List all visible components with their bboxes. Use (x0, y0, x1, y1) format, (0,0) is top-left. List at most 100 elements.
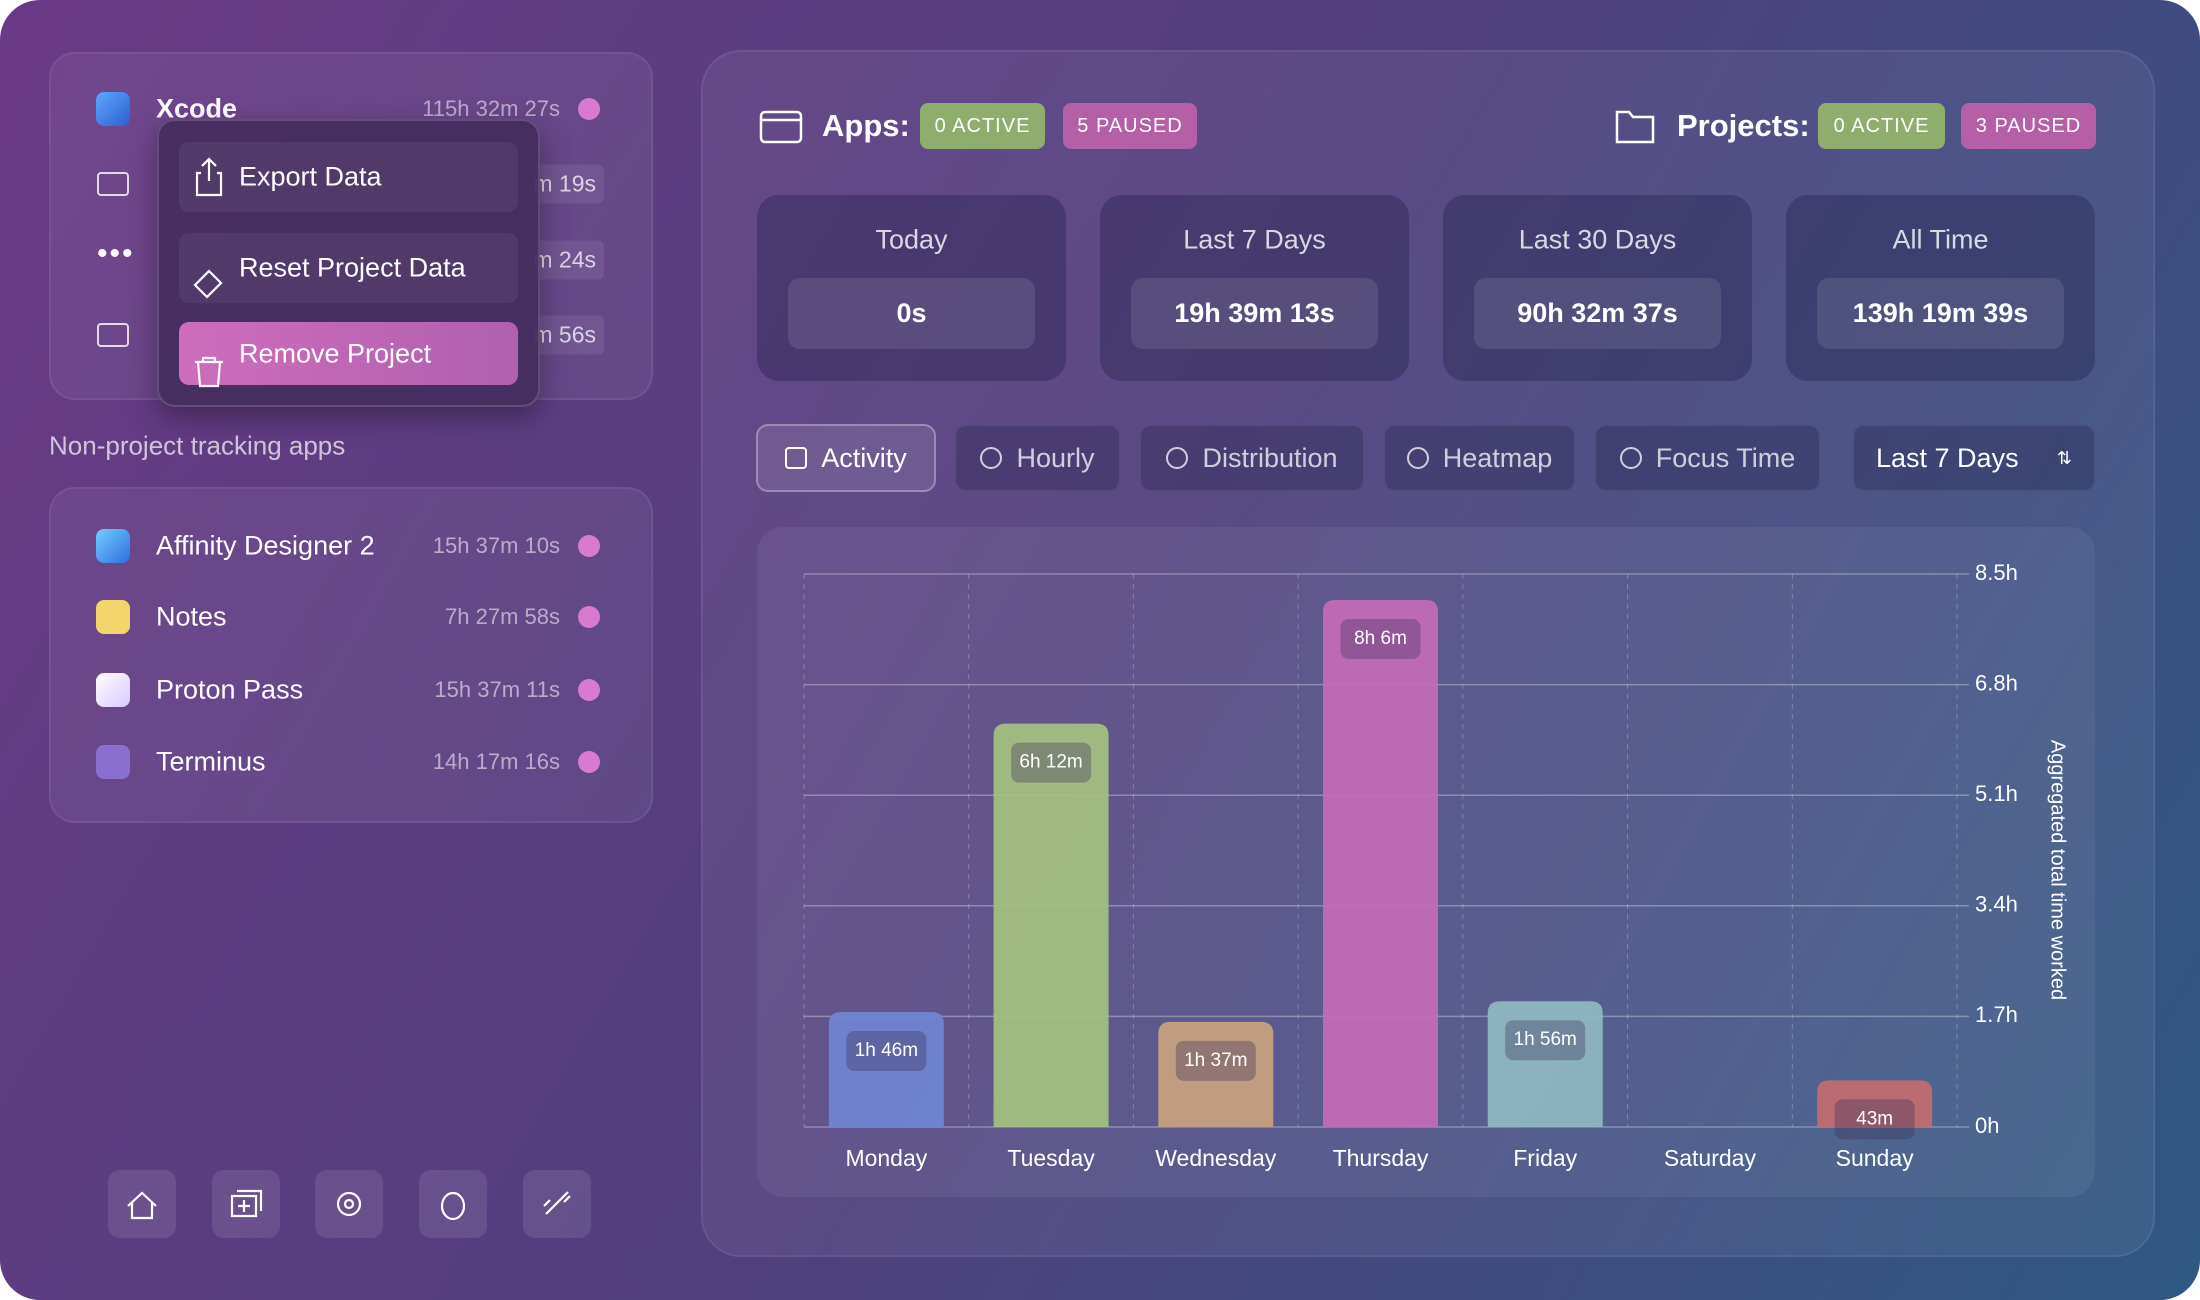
context-menu: Export Data Reset Project Data Remove Proj… (157, 119, 540, 407)
stat-label: All Time (1892, 224, 1989, 255)
projects-label: Projects: (1677, 108, 1810, 143)
folder-icon (97, 172, 129, 196)
value-label-bg (846, 1031, 927, 1072)
value-label: 1h 46m (855, 1040, 918, 1061)
value-label-bg (1011, 742, 1092, 783)
app-icon (96, 600, 130, 634)
stat-value: 90h 32m 37s (1474, 278, 1721, 349)
gear-icon (336, 1191, 362, 1217)
apps-heading: Non-project tracking apps (49, 430, 346, 461)
range-dropdown[interactable]: Last 7 Days ⇅ (1852, 424, 2096, 492)
eraser-icon (193, 269, 223, 299)
app-name[interactable]: Terminus (156, 746, 266, 777)
status-dot (578, 679, 600, 701)
menu-item-bg[interactable] (179, 142, 518, 212)
stat-value: 0s (788, 278, 1035, 349)
stat-label: Last 30 Days (1518, 224, 1677, 255)
status-dot (578, 751, 600, 773)
tab-label: Focus Time (1655, 442, 1796, 473)
stat-card: Last 30 Days 90h 32m 37s (1443, 195, 1752, 381)
tab-icon (1406, 447, 1429, 469)
home-button[interactable] (108, 1170, 176, 1238)
bar (1158, 1021, 1274, 1127)
y-tick-label: 1.7h (1975, 1002, 2018, 1027)
x-tick-label: Sunday (1836, 1145, 1915, 1171)
x-tick-label: Thursday (1333, 1145, 1429, 1171)
y-tick-label: 3.4h (1975, 892, 2018, 917)
range-text: Last 7 Days (1876, 442, 2019, 473)
app-name[interactable]: Affinity Designer 2 (156, 530, 375, 561)
stat-label: Today (875, 224, 948, 255)
app-time: 15h 37m 11s (434, 677, 560, 702)
tab-label: Distribution (1202, 442, 1338, 473)
apps-label: Apps: (822, 108, 910, 143)
value-label: 6h 12m (1019, 752, 1082, 773)
menu-item[interactable]: Export Data (239, 161, 382, 192)
app-icon (96, 529, 130, 563)
y-tick-label: 6.8h (1975, 670, 2018, 695)
x-tick-label: Saturday (1664, 1145, 1757, 1171)
stat-value: 139h 19m 39s (1817, 278, 2064, 349)
projects-icon (1615, 110, 1655, 144)
export-icon (195, 157, 223, 197)
tab[interactable]: Heatmap (1383, 424, 1576, 492)
tab[interactable]: Distribution (1139, 424, 1365, 492)
value-label: 1h 56m (1514, 1029, 1577, 1050)
owl-button[interactable] (419, 1170, 487, 1238)
tab[interactable]: Activity (756, 424, 936, 492)
bar (993, 723, 1109, 1127)
projects-active-badge: 0 ACTIVE (1818, 103, 1945, 149)
menu-item-bg[interactable] (179, 233, 518, 303)
y-axis-label: Aggregated total time worked (2047, 740, 2069, 1000)
bar (1323, 600, 1438, 1127)
value-label-bg (1175, 1040, 1256, 1081)
tab-label: Hourly (1016, 442, 1095, 473)
status-dot (578, 606, 600, 628)
y-tick-label: 0h (1975, 1113, 1999, 1138)
bar (1487, 1001, 1603, 1127)
header-icons (759, 110, 1655, 144)
stat-card: All Time 139h 19m 39s (1786, 195, 2095, 381)
app-icon (96, 673, 130, 707)
menu-item[interactable]: Remove Project (239, 338, 432, 369)
app-icon (96, 92, 130, 126)
tab[interactable]: Hourly (954, 424, 1121, 492)
status-dot (578, 535, 600, 557)
link-icon (543, 1191, 571, 1215)
home-icon (127, 1191, 157, 1220)
apps-icon (759, 110, 803, 144)
trash-icon (195, 356, 223, 388)
project-name: Xcode (156, 93, 238, 124)
y-tick-label: 5.1h (1975, 781, 2018, 806)
tab-icon (980, 447, 1003, 469)
add-icon (230, 1189, 263, 1218)
menu-item-bg[interactable] (179, 322, 518, 385)
x-tick-label: Friday (1513, 1145, 1577, 1171)
add-button[interactable] (212, 1170, 280, 1238)
tab-icon (1166, 447, 1189, 469)
menu-item[interactable]: Reset Project Data (239, 252, 466, 283)
button-icons (127, 1189, 571, 1221)
stat-card: Today 0s (757, 195, 1066, 381)
tab[interactable]: Focus Time (1594, 424, 1821, 492)
status-dot (578, 98, 600, 120)
value-label-bg (1505, 1020, 1586, 1061)
x-tick-label: Monday (845, 1145, 927, 1171)
app-name[interactable]: Proton Pass (156, 674, 304, 705)
apps-active-badge: 0 ACTIVE (920, 103, 1045, 149)
owl-icon (440, 1191, 466, 1221)
stat-card: Last 7 Days 19h 39m 13s (1100, 195, 1409, 381)
dropdown-arrows: ⇅ (2056, 447, 2072, 468)
x-tick-label: Tuesday (1007, 1145, 1095, 1171)
apps-paused-badge: 5 PAUSED (1063, 103, 1197, 149)
tab-label: Activity (821, 442, 907, 473)
project-time: 115h 32m 27s (422, 96, 560, 121)
settings-button[interactable] (315, 1170, 383, 1238)
tab-label: Heatmap (1442, 442, 1553, 473)
apps-card (49, 487, 653, 823)
y-tick-label: 8.5h (1975, 560, 2018, 585)
value-label: 43m (1856, 1108, 1893, 1129)
app-name[interactable]: Notes (156, 601, 227, 632)
projects-paused-badge: 3 PAUSED (1961, 103, 2096, 149)
